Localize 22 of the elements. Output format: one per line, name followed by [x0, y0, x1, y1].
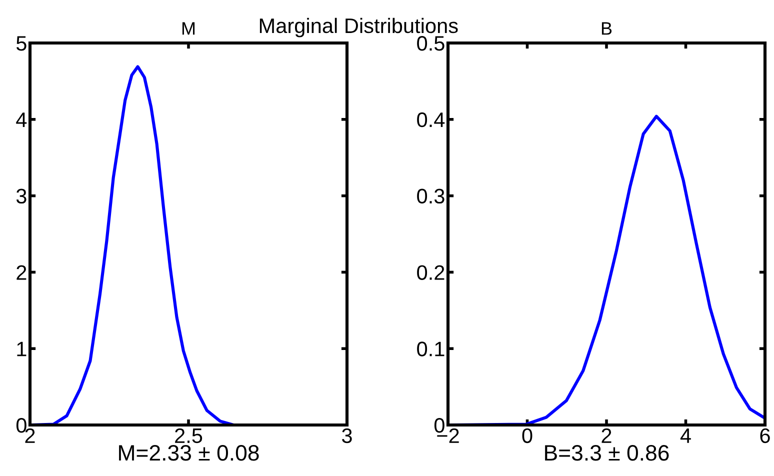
y-tick-label: 0.3 [417, 188, 444, 204]
x-tick-label: 0 [522, 428, 532, 444]
x-axis-title: M=2.33 ± 0.08 [119, 445, 259, 461]
y-tick-label: 1 [17, 342, 26, 356]
x-tick-label: 2.5 [175, 428, 202, 444]
y-tick-label: 0.1 [417, 342, 444, 356]
y-tick-label: 4 [16, 112, 27, 127]
x-axis-title: B=3.3 ± 0.86 [545, 445, 669, 461]
y-tick-label: 3 [16, 188, 26, 204]
y-tick-label: 0.2 [417, 265, 444, 280]
text: Marginal Distributions [260, 18, 458, 38]
x-tick-label: 3 [342, 428, 352, 444]
chart-title: B [602, 22, 612, 35]
y-tick-label: 0 [16, 418, 26, 433]
x-tick-label: 6 [760, 428, 770, 444]
y-tick-label: 5 [16, 36, 26, 51]
y-tick-label: 0.5 [417, 36, 444, 51]
x-tick-label: 4 [680, 428, 691, 443]
chart-title: M [182, 22, 195, 35]
x-tick-label: 2 [602, 428, 612, 443]
y-tick-label: 2 [16, 265, 26, 280]
y-tick-label: 0.4 [417, 112, 445, 128]
